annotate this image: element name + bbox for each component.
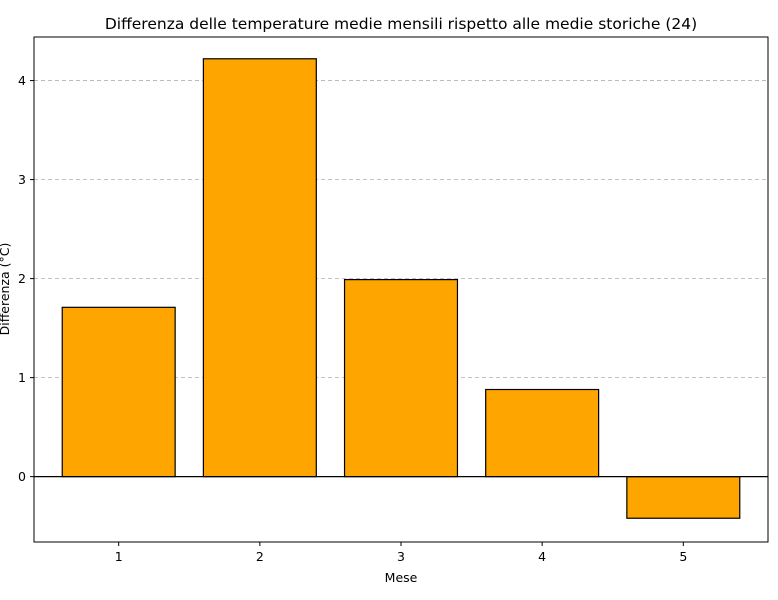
x-axis-label: Mese bbox=[385, 570, 418, 585]
bar-1 bbox=[61, 306, 176, 478]
bar-2 bbox=[202, 58, 317, 478]
bars bbox=[61, 58, 741, 519]
x-tick-label: 5 bbox=[679, 549, 687, 564]
x-tick-label: 3 bbox=[397, 549, 405, 564]
chart-title: Differenza delle temperature medie mensi… bbox=[105, 15, 697, 33]
y-tick-label: 3 bbox=[18, 172, 26, 187]
bar-3 bbox=[343, 278, 459, 478]
bar-4 bbox=[485, 388, 600, 478]
y-tick-label: 0 bbox=[18, 469, 26, 484]
x-tick-label: 2 bbox=[256, 549, 264, 564]
x-axis-ticks: 1 2 3 4 5 bbox=[115, 542, 687, 564]
y-tick-label: 4 bbox=[18, 73, 26, 88]
y-tick-label: 1 bbox=[18, 370, 26, 385]
bar-5 bbox=[626, 476, 741, 519]
y-tick-label: 2 bbox=[18, 271, 26, 286]
x-tick-label: 4 bbox=[538, 549, 546, 564]
y-axis-label: Differenza (°C) bbox=[0, 243, 12, 336]
y-axis-ticks: 0 1 2 3 4 bbox=[18, 73, 34, 484]
x-tick-label: 1 bbox=[115, 549, 123, 564]
